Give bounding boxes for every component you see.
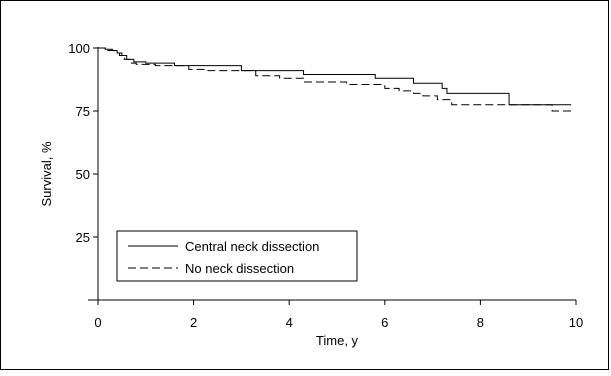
legend-box: [116, 230, 358, 282]
y-tick-label: 100: [68, 41, 90, 56]
legend: Central neck dissection No neck dissecti…: [116, 230, 358, 282]
x-tick-label: 10: [569, 315, 583, 330]
x-tick-label: 2: [190, 315, 197, 330]
legend-label-central-neck-dissection: Central neck dissection: [185, 239, 319, 254]
x-tick-label: 6: [381, 315, 388, 330]
y-tick-label: 75: [76, 104, 90, 119]
series-line-central-neck-dissection: [98, 47, 572, 106]
x-tick-label: 0: [94, 315, 101, 330]
legend-label-no-neck-dissection: No neck dissection: [185, 261, 294, 276]
x-tick-label: 4: [286, 315, 293, 330]
x-axis-label: Time, y: [316, 333, 359, 348]
series-group: [98, 47, 572, 112]
x-tick-label: 8: [477, 315, 484, 330]
y-tick-label: 25: [76, 230, 90, 245]
ticks: 0 2 4 6 8 10 25 50 75 100: [68, 41, 583, 330]
series-line-no-neck-dissection: [98, 47, 572, 112]
y-tick-label: 50: [76, 167, 90, 182]
y-axis-label: Survival, %: [39, 141, 54, 206]
